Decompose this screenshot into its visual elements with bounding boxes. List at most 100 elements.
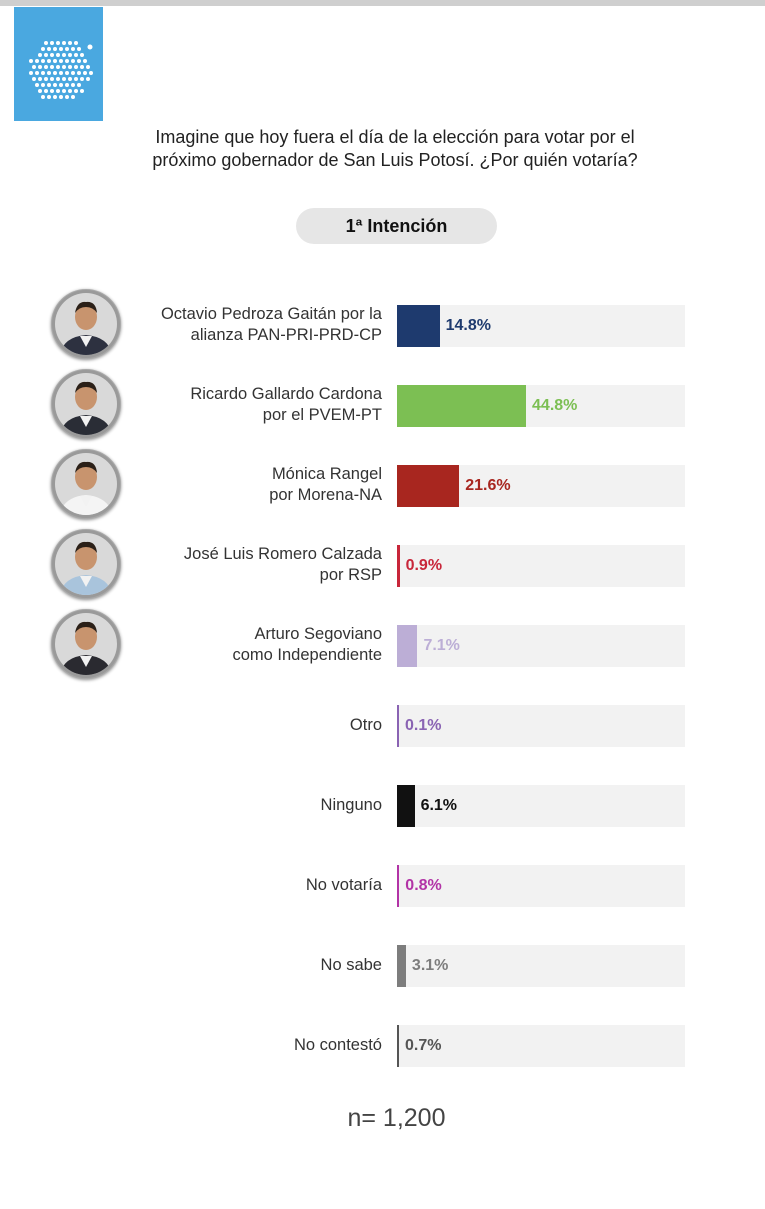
- data-label: 3.1%: [411, 957, 449, 974]
- logo-dot: [47, 71, 51, 75]
- logo-dot: [50, 53, 54, 57]
- logo-dot: [80, 77, 84, 81]
- logo-dot: [53, 59, 57, 63]
- bar-track: 6.1%: [397, 785, 685, 827]
- bar: [397, 785, 415, 827]
- data-label: 0.9%: [405, 557, 443, 574]
- logo-dot: [38, 53, 42, 57]
- logo-dot: [44, 53, 48, 57]
- category-label-line: Mónica Rangel: [271, 465, 382, 483]
- bar-track: 21.6%: [397, 465, 685, 507]
- data-label: 0.8%: [405, 877, 442, 894]
- logo-dot: [50, 65, 54, 69]
- logo-dot: [41, 47, 45, 51]
- chart-row: Mónica Rangel por Morena-NA 21.6%: [0, 463, 765, 507]
- bar-track: 7.1%: [397, 625, 685, 667]
- category-label: Ricardo Gallardo Cardona por el PVEM-PT: [82, 383, 382, 427]
- data-label: 0.1%: [405, 717, 442, 734]
- category-label-line: Ninguno: [320, 795, 382, 814]
- top-border: [0, 0, 765, 6]
- logo-dot: [86, 77, 90, 81]
- logo-dot: [50, 89, 54, 93]
- bar: [397, 945, 406, 987]
- logo-dot: [29, 71, 33, 75]
- bar: [397, 865, 400, 907]
- chart-row: No contestó 0.7%: [0, 1023, 765, 1067]
- logo-dot: [50, 77, 54, 81]
- logo-dot: [56, 53, 60, 57]
- logo-dot: [59, 83, 63, 87]
- logo-dot: [44, 89, 48, 93]
- logo-dot: [59, 47, 63, 51]
- survey-question: Imagine que hoy fuera el día de la elecc…: [60, 126, 730, 172]
- logo-dot: [35, 71, 39, 75]
- logo-dot: [62, 53, 66, 57]
- category-label: José Luis Romero Calzada por RSP: [82, 543, 382, 587]
- bar: [397, 705, 399, 747]
- category-label: Ninguno: [82, 783, 382, 827]
- candidate-photo: [51, 289, 121, 359]
- logo-dot: [71, 95, 75, 99]
- logo-dot: [77, 71, 81, 75]
- bar-track: 3.1%: [397, 945, 685, 987]
- logo-dot: [38, 77, 42, 81]
- bar-track: 14.8%: [397, 305, 685, 347]
- logo-dot: [71, 59, 75, 63]
- dotted-hexagon-logo: [14, 7, 103, 121]
- bar: [397, 545, 400, 587]
- category-label: Arturo Segoviano como Independiente: [82, 623, 382, 667]
- logo-dot: [35, 59, 39, 63]
- logo-dot: [77, 47, 81, 51]
- logo-dot: [62, 89, 66, 93]
- logo-dot: [29, 59, 33, 63]
- category-label-line: Arturo Segoviano: [254, 625, 383, 643]
- category-label-line: No contestó: [293, 1035, 382, 1054]
- chart-row: No sabe 3.1%: [0, 943, 765, 987]
- bar-track: 0.7%: [397, 1025, 685, 1067]
- logo-dot: [41, 71, 45, 75]
- logo-dot: [41, 83, 45, 87]
- logo-dot: [80, 65, 84, 69]
- logo-dot: [32, 77, 36, 81]
- chart-row: Ninguno 6.1%: [0, 783, 765, 827]
- chart-row: José Luis Romero Calzada por RSP 0.9%: [0, 543, 765, 587]
- logo-dot: [68, 77, 72, 81]
- bar: [397, 385, 527, 427]
- logo-dot: [65, 47, 69, 51]
- category-label: Otro: [82, 703, 382, 747]
- intention-pill: 1ª Intención: [296, 208, 497, 244]
- category-label-line: como Independiente: [232, 646, 382, 664]
- logo-dot: [86, 65, 90, 69]
- logo-dot: [87, 44, 93, 50]
- logo-dot: [53, 95, 57, 99]
- logo-dot: [65, 71, 69, 75]
- data-label: 14.8%: [445, 317, 491, 334]
- chart-row: No votaría 0.8%: [0, 863, 765, 907]
- logo-dot: [56, 41, 60, 45]
- logo-dot: [68, 65, 72, 69]
- category-label: Mónica Rangel por Morena-NA: [82, 463, 382, 507]
- logo-dot: [80, 89, 84, 93]
- data-label: 21.6%: [465, 477, 511, 494]
- category-label-line: Octavio Pedroza Gaitán por la: [160, 305, 382, 323]
- logo-dot: [59, 59, 63, 63]
- logo-dot: [62, 41, 66, 45]
- category-label-line: alianza PAN-PRI-PRD-CP: [190, 326, 382, 344]
- chart-row: Arturo Segoviano como Independiente 7.1%: [0, 623, 765, 667]
- logo-dot: [65, 83, 69, 87]
- bar: [397, 305, 440, 347]
- logo-dot: [53, 83, 57, 87]
- logo-dot: [71, 83, 75, 87]
- logo-dot: [56, 65, 60, 69]
- question-line-1: Imagine que hoy fuera el día de la elecc…: [155, 127, 635, 147]
- logo-dot: [74, 89, 78, 93]
- category-label-line: por Morena-NA: [269, 486, 382, 504]
- logo-dot: [47, 59, 51, 63]
- data-label: 0.7%: [405, 1037, 442, 1054]
- logo-dot: [65, 95, 69, 99]
- chart-row: Octavio Pedroza Gaitán por la alianza PAN…: [0, 303, 765, 347]
- chart-row: Ricardo Gallardo Cardona por el PVEM-PT 44…: [0, 383, 765, 427]
- category-label-line: No votaría: [305, 875, 382, 894]
- bar: [397, 1025, 400, 1067]
- category-label: No contestó: [82, 1023, 382, 1067]
